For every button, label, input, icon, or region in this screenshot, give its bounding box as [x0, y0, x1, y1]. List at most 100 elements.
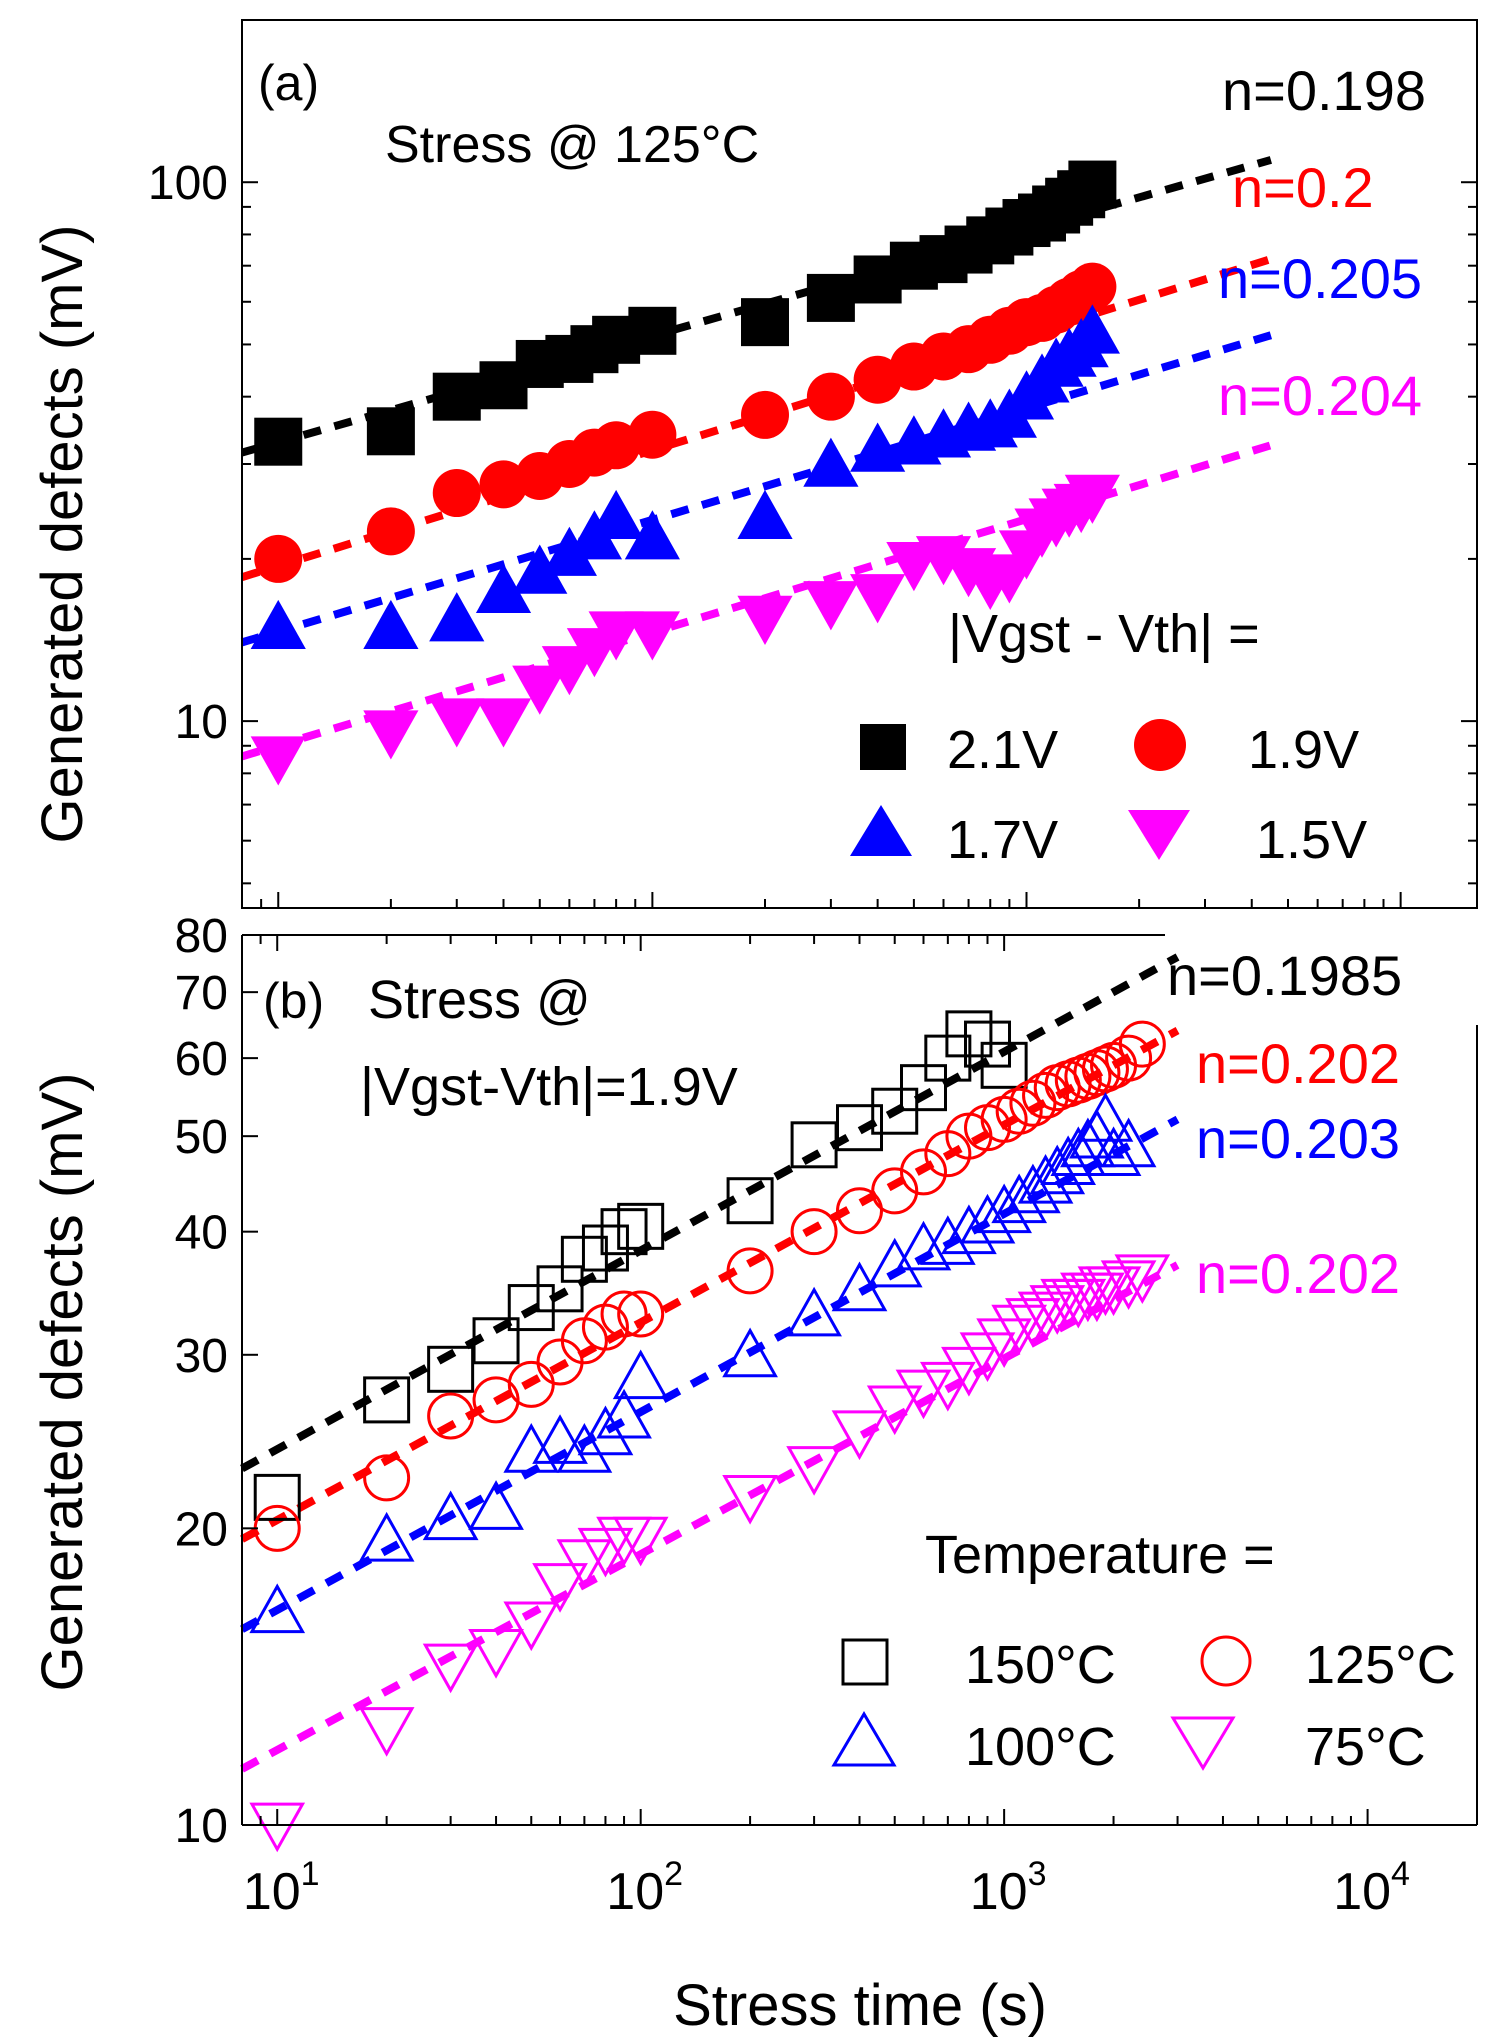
- legend-square-filled-icon: [860, 724, 906, 770]
- data-point-blue: [991, 1173, 1048, 1224]
- data-point-red: [366, 507, 415, 556]
- data-point-red: [853, 355, 902, 404]
- data-point-black: [871, 1087, 919, 1135]
- data-point-red: [600, 1290, 648, 1338]
- data-point-blue: [577, 1405, 634, 1456]
- data-point-blue: [1100, 1117, 1157, 1168]
- x-tick-label: 104: [1333, 1855, 1410, 1921]
- panel-b-fit-label-100c: n=0.203: [1196, 1107, 1400, 1170]
- data-point-black: [253, 1473, 301, 1521]
- data-point-blue: [422, 1490, 479, 1541]
- panel-a-label: (a): [258, 55, 319, 111]
- panel-a-markers: [250, 160, 1120, 786]
- data-point-black: [741, 298, 790, 347]
- data-point-magenta: [803, 581, 859, 631]
- data-point-red: [871, 1167, 919, 1215]
- data-point-magenta: [1064, 474, 1120, 524]
- data-point-red: [432, 469, 481, 518]
- data-point-black: [366, 407, 415, 456]
- panel-a-legend-title: |Vgst - Vth| =: [948, 604, 1260, 664]
- panel-a-legend-1-9v: 1.9V: [1248, 720, 1359, 780]
- panel-a-fit-label-2-1v: n=0.198: [1222, 59, 1426, 122]
- data-point-blue: [1017, 1153, 1074, 1204]
- data-point-red: [836, 1187, 883, 1235]
- data-point-red: [628, 410, 677, 459]
- panel-a-legend-2-1v: 2.1V: [947, 720, 1058, 780]
- panel-b-title-line-1: Stress @: [368, 970, 591, 1030]
- panel-b-legend-125c: 125°C: [1305, 1635, 1456, 1695]
- data-point-magenta: [1050, 1278, 1107, 1329]
- legend-circle-filled-icon: [1134, 719, 1186, 771]
- data-point-magenta: [556, 1539, 613, 1589]
- x-axis-label: Stress time (s): [673, 1973, 1047, 2038]
- panel-a-fit-label-1-9v: n=0.2: [1232, 156, 1374, 219]
- data-point-magenta: [503, 1601, 560, 1652]
- data-point-magenta: [422, 1643, 479, 1694]
- panel-b-fit-label-75c: n=0.202: [1196, 1242, 1400, 1305]
- legend-triangle-up-filled-icon: [850, 805, 912, 856]
- data-point-black: [363, 1376, 411, 1424]
- data-point-blue: [532, 1414, 588, 1464]
- panel-a-title: Stress @ 125°C: [385, 116, 759, 174]
- data-point-blue: [919, 1215, 976, 1265]
- data-point-black: [900, 1064, 948, 1112]
- data-point-magenta: [895, 1369, 952, 1420]
- fit-line-black: [240, 953, 1180, 1473]
- data-point-red: [472, 1376, 520, 1424]
- data-point-black: [427, 1345, 475, 1393]
- data-point-magenta: [786, 1446, 842, 1496]
- legend-circle-open-icon: [1200, 1635, 1252, 1687]
- data-point-magenta: [850, 574, 906, 624]
- x-tick-label: 103: [970, 1855, 1047, 1921]
- y-tick-label: 20: [175, 1503, 228, 1556]
- fit-line-red: [240, 1026, 1180, 1543]
- data-point-magenta: [588, 611, 644, 661]
- data-point-blue: [475, 563, 532, 613]
- data-point-blue: [786, 1286, 842, 1337]
- data-point-magenta: [612, 1516, 669, 1567]
- data-point-red: [617, 1290, 665, 1338]
- data-point-red: [479, 460, 528, 509]
- fit-line-magenta: [240, 1261, 1180, 1773]
- data-point-magenta: [512, 665, 568, 715]
- data-point-blue: [1077, 1092, 1134, 1142]
- panel-b-y-axis-label: Generated defects (mV): [30, 1073, 95, 1692]
- data-point-magenta: [475, 698, 532, 748]
- data-point-blue: [1029, 1144, 1086, 1195]
- panel-a-y-axis-label: Generated defects (mV): [30, 225, 95, 844]
- data-point-magenta: [866, 1385, 923, 1436]
- panel-b-legend-title: Temperature =: [925, 1525, 1275, 1585]
- data-point-red: [741, 390, 790, 439]
- data-point-black: [945, 1010, 993, 1058]
- y-tick-label: 10: [175, 696, 228, 749]
- panel-b-x-ticks: 101 102 103 104: [241, 935, 1478, 1921]
- data-point-blue: [895, 1220, 952, 1271]
- data-point-magenta: [1085, 1266, 1142, 1317]
- data-point-magenta: [1005, 1298, 1061, 1348]
- data-point-blue: [722, 1327, 778, 1378]
- data-point-blue: [1040, 1135, 1096, 1186]
- panel-b-legend-100c: 100°C: [965, 1717, 1116, 1777]
- data-point-blue: [1064, 304, 1120, 354]
- data-point-blue: [1050, 1126, 1107, 1177]
- data-point-blue: [624, 510, 680, 560]
- data-point-blue: [612, 1349, 669, 1400]
- panel-b-title-line-2: |Vgst-Vth|=1.9V: [360, 1057, 738, 1117]
- panel-b-legend-75c: 75°C: [1305, 1717, 1426, 1777]
- panel-b-label: (b): [263, 973, 324, 1029]
- data-point-blue: [1005, 1163, 1061, 1214]
- data-point-red: [900, 1148, 948, 1196]
- data-point-magenta: [1114, 1254, 1171, 1305]
- data-point-red: [427, 1392, 475, 1440]
- data-point-magenta: [532, 1563, 588, 1613]
- panel-b-legend-150c: 150°C: [965, 1635, 1116, 1695]
- data-point-red: [726, 1247, 774, 1295]
- panel-a: 10 100 (a) Stress @ 125°C Generated defec…: [30, 19, 1478, 909]
- panel-b-fit-label-125c: n=0.202: [1196, 1032, 1400, 1095]
- data-point-magenta: [1017, 1291, 1074, 1342]
- y-tick-label: 100: [148, 157, 228, 210]
- y-tick-label: 60: [175, 1033, 228, 1086]
- data-point-magenta: [541, 646, 597, 696]
- data-point-black: [628, 306, 677, 355]
